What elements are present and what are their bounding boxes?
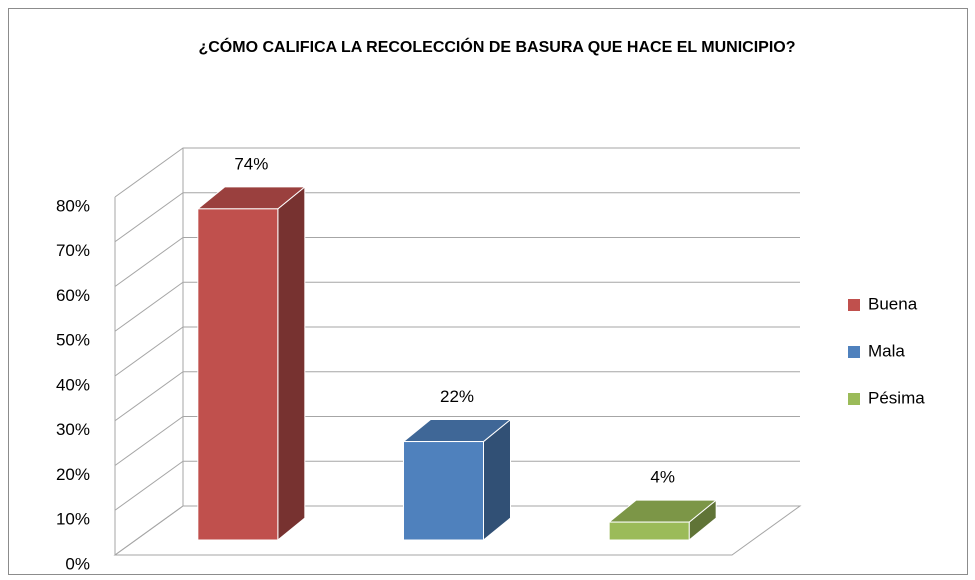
- y-tick-label: 30%: [56, 420, 90, 439]
- grid-line: [114, 505, 800, 556]
- grid-line: [114, 371, 800, 422]
- legend-label: Buena: [868, 294, 918, 313]
- bar: [608, 521, 690, 541]
- grid-line: [114, 192, 800, 243]
- y-tick-label: 10%: [56, 510, 90, 529]
- value-label: 74%: [234, 154, 268, 173]
- grid-line: [114, 326, 800, 377]
- y-tick-label: 40%: [56, 375, 90, 394]
- y-tick-label: 0%: [65, 554, 90, 573]
- y-tick-label: 20%: [56, 465, 90, 484]
- bar: [197, 208, 279, 541]
- value-label: 4%: [650, 468, 675, 487]
- y-tick-label: 50%: [56, 331, 90, 350]
- y-tick-label: 60%: [56, 286, 90, 305]
- grid-line: [114, 416, 800, 466]
- y-tick-label: 80%: [56, 196, 90, 215]
- bar: [403, 441, 484, 541]
- legend-swatch: [848, 299, 860, 311]
- grid-line: [114, 281, 800, 332]
- y-tick-label: 70%: [56, 241, 90, 260]
- grid-line: [114, 460, 800, 511]
- legend-label: Mala: [868, 341, 905, 360]
- grid-line: [114, 147, 800, 198]
- grid-line: [114, 237, 800, 287]
- value-label: 22%: [440, 387, 474, 406]
- chart-title: ¿CÓMO CALIFICA LA RECOLECCIÓN DE BASURA …: [198, 39, 796, 56]
- legend-swatch: [848, 393, 860, 405]
- bar-side: [277, 185, 306, 542]
- legend-label: Pésima: [868, 388, 925, 407]
- legend-swatch: [848, 346, 860, 358]
